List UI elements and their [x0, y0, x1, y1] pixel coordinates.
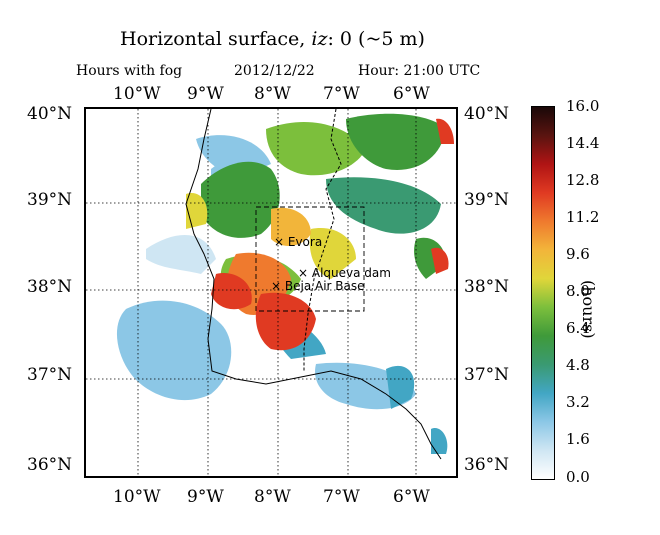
place-marker-evora: × Evora [274, 235, 323, 249]
lon-tick-top-6w: 6°W [393, 84, 430, 104]
lon-tick-bottom-7w: 7°W [323, 487, 360, 507]
subtitle-hour: Hour: 21:00 UTC [358, 63, 481, 79]
colorbar-tick: 16.0 [566, 97, 600, 115]
lat-tick-right-36n: 36°N [464, 455, 510, 475]
lat-tick-left-37n: 37°N [27, 365, 73, 385]
lon-tick-bottom-6w: 6°W [393, 487, 430, 507]
colorbar-unit-label: (hours) [579, 280, 598, 339]
lon-tick-bottom-10w: 10°W [113, 487, 161, 507]
lat-tick-right-40n: 40°N [464, 104, 510, 124]
colorbar-tick: 9.6 [566, 245, 590, 263]
place-label-beja: Beja Air Base [284, 279, 365, 293]
colorbar-tick: 6.4 [566, 319, 590, 337]
subtitle-variable: Hours with fog [76, 63, 183, 79]
map-canvas [86, 109, 456, 476]
place-label-alqueva: Alqueva dam [311, 266, 391, 280]
fog-field-moderate [186, 113, 454, 304]
lat-tick-right-37n: 37°N [464, 365, 510, 385]
study-area-box [255, 206, 365, 312]
graticule [86, 109, 456, 476]
subtitle-date: 2012/12/22 [234, 63, 315, 79]
lon-tick-top-8w: 8°W [254, 84, 291, 104]
colorbar [531, 106, 555, 480]
colorbar-tick: 4.8 [566, 356, 590, 374]
chart-title: Horizontal surface, iz: 0 (~5 m) [120, 28, 425, 50]
colorbar-tick: 14.4 [566, 134, 600, 152]
colorbar-tick: 11.2 [566, 208, 600, 226]
lat-tick-right-39n: 39°N [464, 190, 510, 210]
colorbar-tick: 3.2 [566, 393, 590, 411]
colorbar-tick: 0.0 [566, 468, 590, 486]
lon-tick-bottom-9w: 9°W [187, 487, 224, 507]
place-marker-alqueva: × Alqueva dam [298, 266, 391, 280]
place-marker-beja: × Beja Air Base [271, 279, 365, 293]
lat-tick-left-38n: 38°N [27, 277, 73, 297]
lat-tick-right-38n: 38°N [464, 277, 510, 297]
fog-field-dense [211, 207, 449, 351]
fog-hours-map: × Evora × Alqueva dam × Beja Air Base [84, 107, 458, 478]
lon-tick-top-7w: 7°W [323, 84, 360, 104]
lon-tick-bottom-8w: 8°W [254, 487, 291, 507]
lat-tick-left-40n: 40°N [27, 104, 73, 124]
lat-tick-left-36n: 36°N [27, 455, 73, 475]
colorbar-tick: 8.0 [566, 282, 590, 300]
colorbar-tick: 1.6 [566, 430, 590, 448]
coastline [185, 109, 442, 460]
colorbar-tick: 12.8 [566, 171, 600, 189]
lon-tick-top-10w: 10°W [113, 84, 161, 104]
lat-tick-left-39n: 39°N [27, 190, 73, 210]
place-label-evora: Evora [287, 235, 323, 249]
lon-tick-top-9w: 9°W [187, 84, 224, 104]
